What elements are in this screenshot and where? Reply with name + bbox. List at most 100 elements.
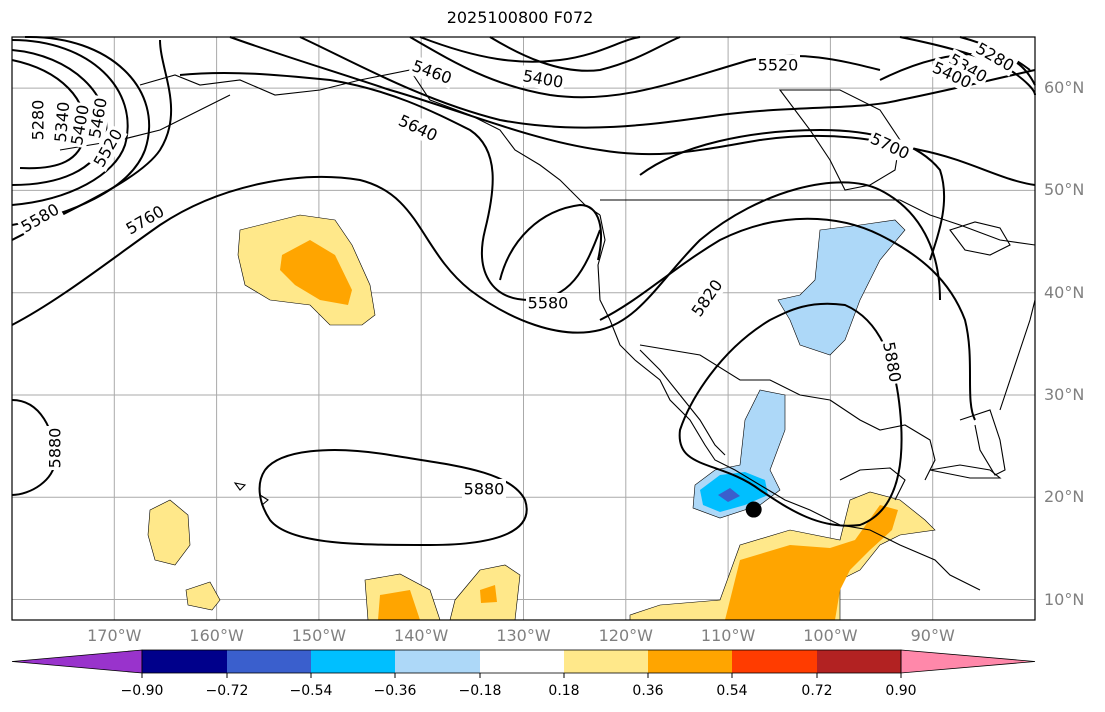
great-lakes xyxy=(949,221,1011,256)
colorbar-tick-label: −0.36 xyxy=(373,683,417,699)
contour-label-text: 5280 xyxy=(29,100,48,141)
contour-5400-north xyxy=(489,36,681,72)
contour-5460-north xyxy=(419,36,641,63)
contour-label: 5580 xyxy=(526,293,570,313)
contour-label: 5280 xyxy=(28,98,48,142)
latitude-label: 10°N xyxy=(1044,589,1085,609)
colorbar-tick-label: 0.54 xyxy=(716,683,748,699)
colorbar-segment xyxy=(732,650,817,673)
contour-label: 5460 xyxy=(84,94,112,142)
contour-label-text: 5880 xyxy=(46,428,65,469)
contour-label-text: 5520 xyxy=(758,56,799,75)
longitude-label: 100°W xyxy=(803,626,858,645)
contour-label: 5700 xyxy=(865,127,915,165)
colorbar-tick-label: −0.18 xyxy=(458,683,502,699)
colorbar-segment xyxy=(480,650,564,673)
contour-5640-north xyxy=(229,36,1036,186)
contour-label: 5880 xyxy=(878,338,906,386)
contour-label-text: 5580 xyxy=(18,200,63,237)
contour-5400-west xyxy=(11,39,129,206)
colorbar-tick-label: −0.54 xyxy=(289,683,333,699)
us-mexico-border xyxy=(639,344,831,401)
contour-label-bg xyxy=(407,55,457,89)
hudson-bay xyxy=(778,89,901,191)
contour-5880-central xyxy=(258,449,528,547)
contour-5580-north xyxy=(299,36,1036,129)
positive-anomaly-small-1 xyxy=(185,581,221,611)
positive-anomaly-pacific-south-2-core xyxy=(480,585,497,603)
contour-label-bg xyxy=(943,48,993,88)
graticule xyxy=(12,37,1035,620)
map-frame xyxy=(11,36,1036,621)
contour-label-bg xyxy=(84,94,112,142)
alaska-coast xyxy=(139,69,601,216)
cuba xyxy=(929,464,1002,479)
contour-label-bg xyxy=(45,426,65,470)
colorbar-tick-label: 0.36 xyxy=(632,683,664,699)
colorbar-tick-label: 0.90 xyxy=(885,683,917,699)
yucatan xyxy=(839,467,906,501)
contour-label-bg xyxy=(865,127,915,165)
contour-label-text: 5880 xyxy=(879,340,905,383)
contour-label: 5640 xyxy=(393,109,443,147)
contour-5880-east xyxy=(678,302,903,527)
contour-label-text: 5640 xyxy=(396,111,441,145)
longitude-label: 150°W xyxy=(291,626,347,645)
contour-label-bg xyxy=(970,37,1020,77)
contour-label-bg xyxy=(88,123,128,173)
contour-label-bg xyxy=(393,109,443,147)
colorbar-tick-label: 0.18 xyxy=(548,683,580,699)
negative-anomaly-mexico-center xyxy=(718,488,740,502)
longitude-label: 160°W xyxy=(189,626,244,645)
contour-label: 5340 xyxy=(50,99,74,145)
contour-label-bg xyxy=(686,274,728,322)
positive-anomaly-eastern-pacific-core xyxy=(725,505,898,620)
contour-label-text: 5580 xyxy=(528,294,569,313)
contour-label-bg xyxy=(526,293,570,313)
colorbar-extend-low xyxy=(11,649,143,674)
height-contours xyxy=(11,35,1036,547)
contour-label-text: 5340 xyxy=(51,101,73,143)
contour-5460-west xyxy=(11,35,151,226)
longitude-label: 120°W xyxy=(598,626,653,645)
hawaii-island-2 xyxy=(233,482,247,491)
gulf-coast xyxy=(829,399,936,481)
colorbar-tick-label: −0.90 xyxy=(120,683,164,699)
colorbar-segment xyxy=(395,650,480,673)
storm-marker xyxy=(745,501,762,518)
west-coast xyxy=(597,214,981,591)
contour-label-bg xyxy=(927,56,977,94)
latitude-label: 30°N xyxy=(1044,384,1085,404)
contour-label: 5460 xyxy=(407,55,457,89)
longitude-label: 140°W xyxy=(394,626,449,645)
map-title: 2025100800 F072 xyxy=(446,8,594,27)
colorbar-extend-high xyxy=(900,649,1036,674)
colorbar-segment xyxy=(311,650,395,673)
contour-label-text: 5760 xyxy=(123,202,168,239)
longitude-label: 130°W xyxy=(496,626,551,645)
longitude-label: 170°W xyxy=(87,626,142,645)
contour-label: 5760 xyxy=(120,200,170,240)
positive-anomaly-hawaii-south xyxy=(147,499,191,566)
colorbar-segment xyxy=(817,650,901,673)
contour-label: 5520 xyxy=(756,55,800,75)
contour-5760 xyxy=(11,176,941,334)
latitude-label: 50°N xyxy=(1044,180,1085,200)
us-canada-border xyxy=(600,199,1036,246)
colorbar-segment xyxy=(227,650,311,673)
contour-label-bg xyxy=(120,200,170,240)
latitude-label: 60°N xyxy=(1044,78,1085,98)
longitude-label: 90°W xyxy=(910,626,955,645)
florida xyxy=(959,409,1006,476)
contour-labels: 5280 534054005460552055805640570057605820… xyxy=(15,37,1020,499)
contour-5580-mid xyxy=(499,203,602,281)
latitude-label: 20°N xyxy=(1044,487,1085,507)
colorbar-segment xyxy=(648,650,732,673)
contour-5520-north xyxy=(409,36,881,99)
colorbar-tick-label: −0.72 xyxy=(205,683,249,699)
contour-label-bg xyxy=(50,99,74,145)
east-coast xyxy=(999,299,1036,411)
contour-label-text: 5880 xyxy=(464,480,505,499)
colorbar-segment xyxy=(564,650,648,673)
